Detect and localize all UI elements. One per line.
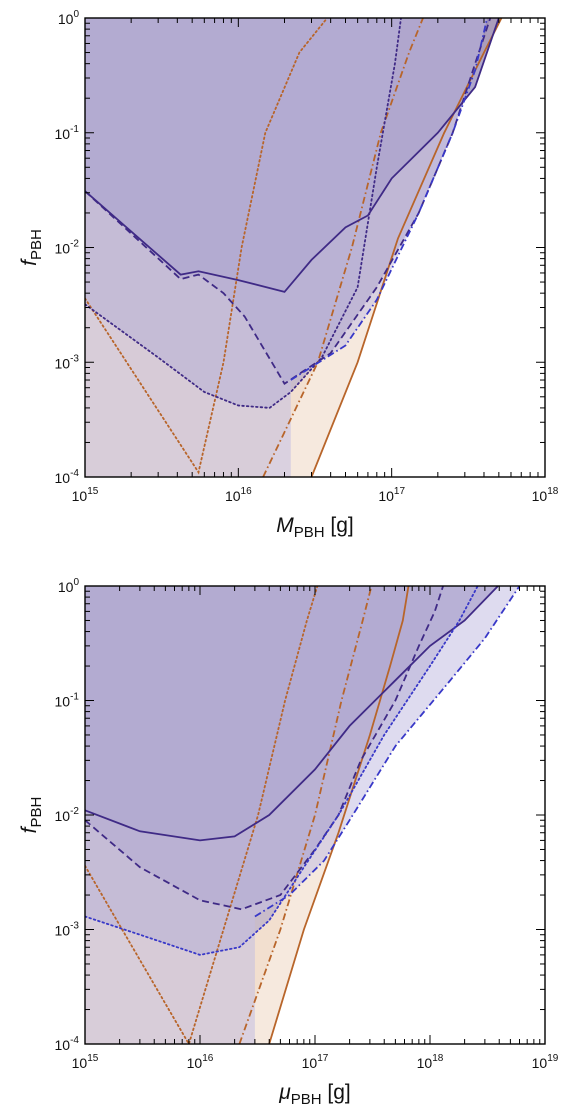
y-tick-label: 100 — [58, 9, 80, 27]
axis-ticks — [84, 586, 545, 1045]
y-tick-label: 100 — [58, 577, 80, 595]
constraint-curve-blue-dashed — [85, 18, 492, 385]
x-axis-label: MPBH [g] — [276, 514, 354, 541]
x-tick-label: 1016 — [187, 1053, 214, 1071]
x-tick-label: 1018 — [532, 486, 559, 504]
plot-area — [85, 18, 545, 477]
constraint-curve-orange-solid — [310, 18, 503, 477]
constraint-curve-blue-dashdot — [254, 586, 521, 918]
x-tick-label: 1017 — [302, 1053, 329, 1071]
constraint-curve-blue-dotted — [85, 586, 479, 956]
exclusion-region-blue-dashdot — [85, 586, 545, 1044]
constraint-curve-orange-dotted — [85, 18, 329, 475]
plot-area — [85, 586, 545, 1044]
x-tick-label: 1016 — [225, 486, 252, 504]
y-tick-label: 10-3 — [55, 353, 80, 371]
y-tick-label: 10-1 — [55, 692, 80, 710]
y-tick-label: 10-2 — [55, 806, 80, 824]
constraint-curve-orange-dashdot — [262, 18, 424, 477]
y-axis-label: fPBH — [18, 229, 45, 266]
tick-labels: 1015 1016 1017 1018 1019 10-4 10-3 10-2 10-1 100 — [55, 577, 559, 1071]
y-tick-label: 10-4 — [55, 1035, 80, 1053]
axis-ticks — [84, 18, 545, 478]
constraint-curve-blue-dotted — [85, 18, 402, 409]
panel-top-mass-plot: 1015 1016 1017 1018 10-4 10-3 10-2 10-1 100 MPBH … — [18, 9, 559, 541]
x-tick-label: 1015 — [72, 486, 99, 504]
y-tick-label: 10-2 — [55, 239, 80, 257]
y-tick-label: 10-3 — [55, 921, 80, 939]
constraint-curve-blue-dashdot — [290, 18, 489, 381]
x-tick-label: 1015 — [72, 1053, 99, 1071]
y-tick-label: 10-4 — [55, 468, 80, 486]
x-axis-label: μPBH [g] — [278, 1081, 351, 1104]
tick-labels: 1015 1016 1017 1018 10-4 10-3 10-2 10-1 100 — [55, 9, 559, 504]
constraint-curve-orange-solid — [268, 586, 410, 1044]
constraint-curve-blue-dashed — [85, 586, 444, 911]
y-tick-label: 10-1 — [55, 124, 80, 142]
panel-bottom-mu-plot: 1015 1016 1017 1018 1019 10-4 10-3 10-2 10-1 100 μ… — [18, 577, 559, 1104]
x-tick-label: 1019 — [532, 1053, 559, 1071]
y-axis-label: fPBH — [18, 797, 45, 834]
constraint-curve-orange-dotted — [85, 586, 319, 1044]
x-tick-label: 1018 — [417, 1053, 444, 1071]
constraint-curve-blue-solid — [85, 18, 500, 293]
x-tick-label: 1017 — [378, 486, 405, 504]
exclusion-region-blue-dashdot — [85, 18, 545, 477]
constraint-curve-blue-solid — [85, 586, 499, 842]
